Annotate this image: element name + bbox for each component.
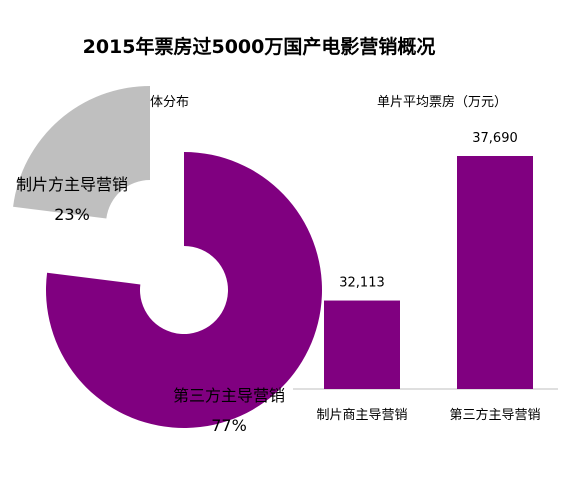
bar-category-label-2: 第三方主导营销 (449, 407, 540, 423)
bar-value-label-2: 37,690 (472, 131, 518, 146)
donut-slice-label-1: 制片方主导营销 (16, 175, 128, 194)
bar-chart: 单片平均票房（万元） 32,113 制片商主导营销 37,690 第三方主导营销 (293, 94, 558, 423)
donut-slice-percent-2: 77% (211, 416, 247, 435)
bar-labels: 32,113 制片商主导营销 37,690 第三方主导营销 (316, 131, 540, 423)
bar-category-label-1: 制片商主导营销 (316, 408, 407, 423)
donut-slices (13, 86, 322, 428)
bar-marks (324, 156, 533, 389)
bar-2 (457, 156, 533, 389)
bar-1 (324, 300, 400, 389)
donut-slice-label-2: 第三方主导营销 (173, 386, 285, 405)
donut-slice-percent-1: 23% (54, 205, 90, 224)
donut-slice-1 (13, 86, 151, 219)
bar-chart-title: 单片平均票房（万元） (377, 94, 507, 110)
bar-value-label-1: 32,113 (339, 276, 385, 291)
donut-slice-2 (46, 152, 322, 428)
chart-title: 2015年票房过5000万国产电影营销概况 (83, 35, 436, 58)
donut-labels: 制片方主导营销 23% 第三方主导营销 77% (16, 175, 285, 435)
